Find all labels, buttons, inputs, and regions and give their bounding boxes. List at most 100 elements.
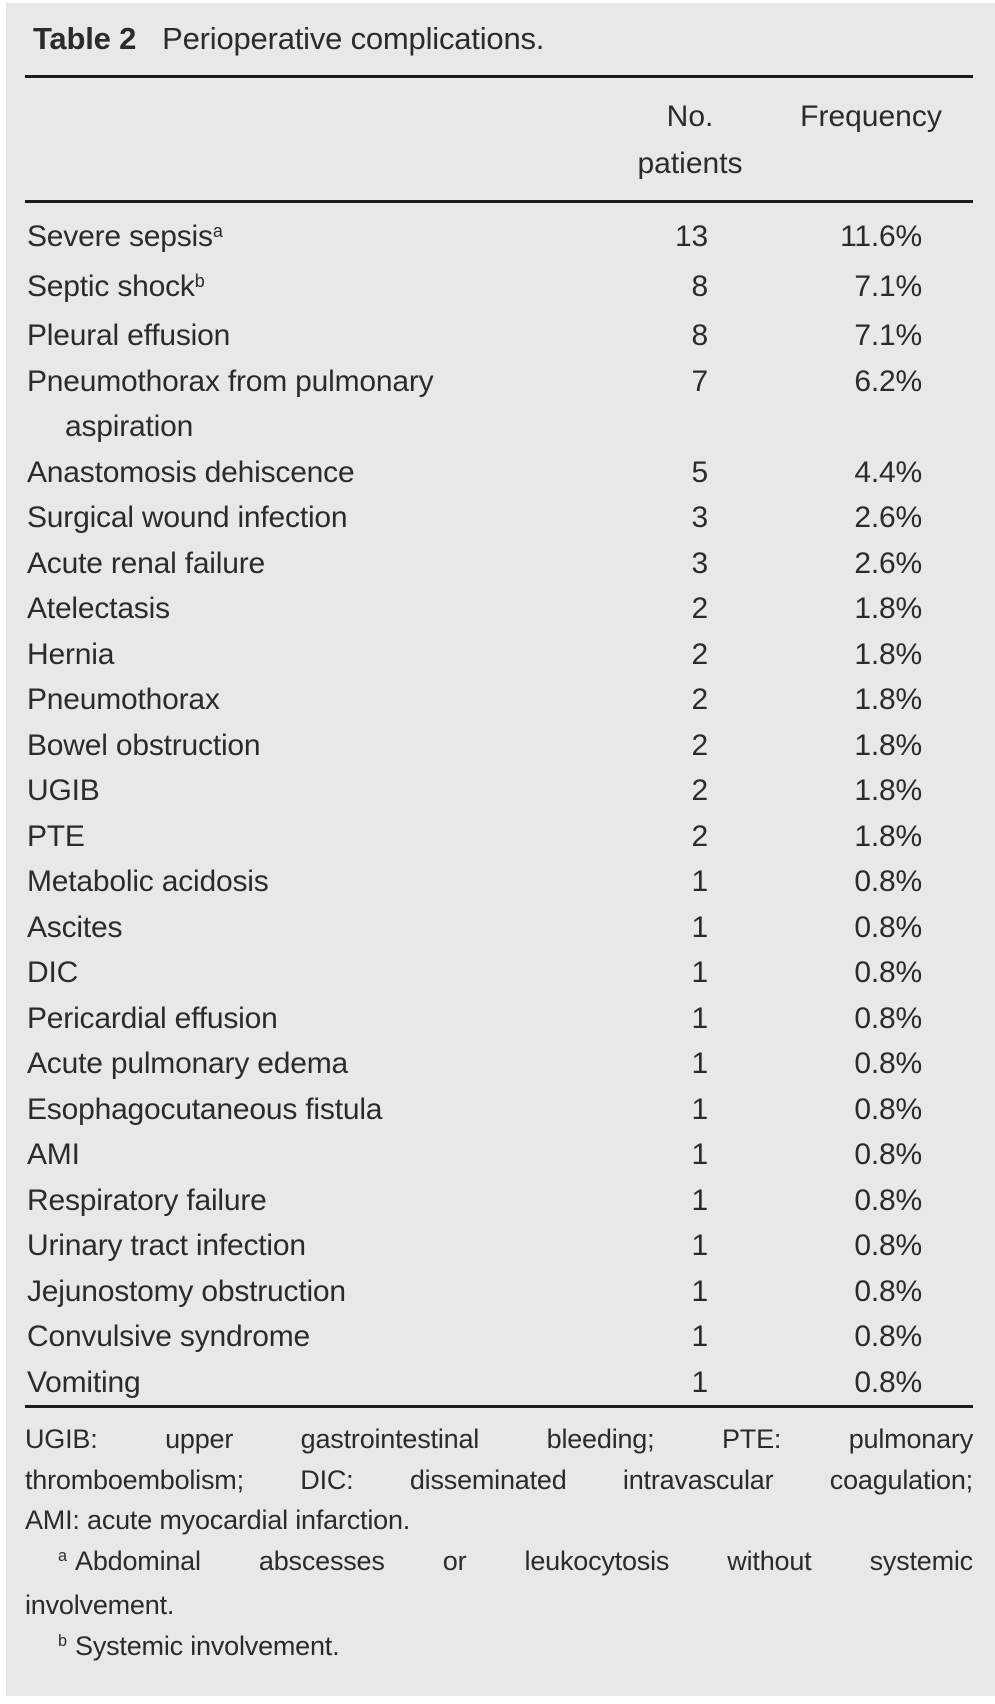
frequency-value: 11.6% [840, 220, 922, 253]
footnote-line: AMI: acute myocardial infarction. [25, 1505, 411, 1535]
complication-name: Severe sepsisa [27, 220, 223, 253]
complication-name: Vomiting [27, 1365, 141, 1399]
patients-count: 2 [691, 774, 709, 807]
table-row: Urinary tract infection 1 0.8% [6, 1223, 995, 1269]
complication-name: AMI [27, 1138, 80, 1171]
footnotes: UGIB: upper gastrointestinal bleeding; P… [25, 1408, 973, 1670]
frequency-value: 0.8% [854, 1047, 922, 1080]
frequency-value: 1.8% [854, 683, 922, 716]
table-row: Acute renal failure 3 2.6% [6, 541, 995, 587]
frequency-value: 0.8% [854, 910, 922, 944]
table-row: Metabolic acidosis 1 0.8% [6, 859, 995, 905]
patients-count: 2 [691, 683, 709, 716]
frequency-value: 0.8% [854, 1092, 922, 1126]
table-panel: Table 2 Perioperative complications. No. … [6, 3, 995, 1696]
patients-count: 2 [691, 819, 709, 853]
patients-count: 5 [691, 455, 709, 489]
patients-count: 3 [691, 546, 709, 580]
table-row: DIC 1 0.8% [6, 950, 995, 996]
table-row: Esophagocutaneous fistula 1 0.8% [6, 1087, 995, 1133]
patients-count: 1 [691, 1320, 709, 1353]
frequency-value: 0.8% [854, 956, 922, 989]
complication-name: UGIB [27, 774, 100, 807]
footnote-line: b Systemic involvement. [58, 1630, 340, 1661]
frequency-value: 1.8% [854, 819, 922, 853]
frequency-value: 7.1% [854, 319, 922, 352]
patients-count: 1 [691, 1365, 709, 1399]
footnote-line: UGIB: upper gastrointestinal bleeding; P… [25, 1424, 973, 1454]
frequency-value: 0.8% [854, 1274, 922, 1308]
frequency-value: 0.8% [854, 1138, 922, 1171]
table-row: Atelectasis 2 1.8% [6, 586, 995, 632]
patients-count: 1 [691, 910, 709, 944]
complication-name-wrap: aspiration [65, 410, 194, 443]
complication-name: Atelectasis [27, 592, 170, 625]
table-row: PTE 2 1.8% [6, 814, 995, 860]
table-row: Pneumothorax from pulmonary aspiration 7… [6, 359, 995, 450]
table-number: Table 2 [33, 21, 137, 56]
patients-count: 3 [691, 501, 709, 534]
column-headers: No. patients Frequency [6, 93, 995, 187]
table-body: Severe sepsisa 13 11.6% Septic shockb 8 … [6, 203, 995, 1405]
patients-count: 1 [691, 1138, 709, 1171]
patients-count: 1 [691, 1183, 709, 1217]
complication-name: PTE [27, 819, 85, 853]
footnote-marker: b [58, 1632, 68, 1651]
complication-name: Ascites [27, 910, 123, 944]
complication-name: Bowel obstruction [27, 728, 261, 762]
patients-count: 1 [691, 1092, 709, 1126]
complication-name: Anastomosis dehiscence [27, 455, 355, 489]
patients-count: 8 [691, 319, 709, 352]
complication-name: Jejunostomy obstruction [27, 1274, 346, 1308]
table-row: Jejunostomy obstruction 1 0.8% [6, 1269, 995, 1315]
frequency-value: 0.8% [854, 1001, 922, 1035]
footnote-line: a Abdominal abscesses or leukocytosis wit… [58, 1545, 973, 1576]
patients-count: 1 [691, 1274, 709, 1308]
table-caption: Perioperative complications. [162, 21, 545, 56]
table-row: UGIB 2 1.8% [6, 768, 995, 814]
table-row: Septic shockb 8 7.1% [6, 264, 995, 314]
frequency-value: 0.8% [854, 1183, 922, 1217]
table-row: Ascites 1 0.8% [6, 905, 995, 951]
divider-top [25, 75, 973, 78]
footnote-marker: a [58, 1547, 68, 1566]
divider-bottom [25, 1405, 973, 1408]
table-row: Pericardial effusion 1 0.8% [6, 996, 995, 1042]
complication-name: Urinary tract infection [27, 1229, 306, 1262]
frequency-value: 2.6% [854, 501, 922, 534]
complication-name: Septic shockb [27, 269, 205, 303]
frequency-value: 0.8% [854, 865, 922, 898]
complication-name: Respiratory failure [27, 1183, 267, 1217]
divider-header [25, 200, 973, 203]
patients-count: 7 [691, 364, 709, 398]
patients-count: 2 [691, 728, 709, 762]
complication-name: DIC [27, 956, 79, 989]
table-row: Hernia 2 1.8% [6, 632, 995, 678]
complication-name: Hernia [27, 637, 115, 671]
complication-name: Pneumothorax [27, 683, 220, 716]
footnote-marker: b [194, 270, 205, 291]
complication-name: Acute renal failure [27, 546, 266, 580]
frequency-value: 7.1% [854, 269, 922, 303]
table-title: Table 2 Perioperative complications. [33, 19, 995, 59]
table-row: Anastomosis dehiscence 5 4.4% [6, 450, 995, 496]
patients-count: 1 [691, 865, 709, 898]
column-header-no-line2: patients [637, 147, 743, 180]
table-row: Acute pulmonary edema 1 0.8% [6, 1041, 995, 1087]
table-row: Convulsive syndrome 1 0.8% [6, 1314, 995, 1360]
column-header-no-patients: No. patients [637, 93, 742, 187]
complication-name: Esophagocutaneous fistula [27, 1092, 383, 1126]
patients-count: 1 [691, 1001, 709, 1035]
footnote-marker: a [212, 221, 223, 241]
frequency-value: 0.8% [854, 1365, 922, 1399]
complication-name: Pleural effusion [27, 319, 231, 352]
frequency-value: 1.8% [854, 637, 922, 671]
frequency-value: 0.8% [854, 1320, 922, 1353]
complication-name: Surgical wound infection [27, 501, 348, 534]
patients-count: 2 [691, 637, 709, 671]
frequency-value: 2.6% [854, 546, 922, 580]
patients-count: 1 [691, 1229, 709, 1262]
table-row: Severe sepsisa 13 11.6% [6, 214, 995, 264]
frequency-value: 1.8% [854, 728, 922, 762]
frequency-value: 1.8% [854, 592, 922, 625]
